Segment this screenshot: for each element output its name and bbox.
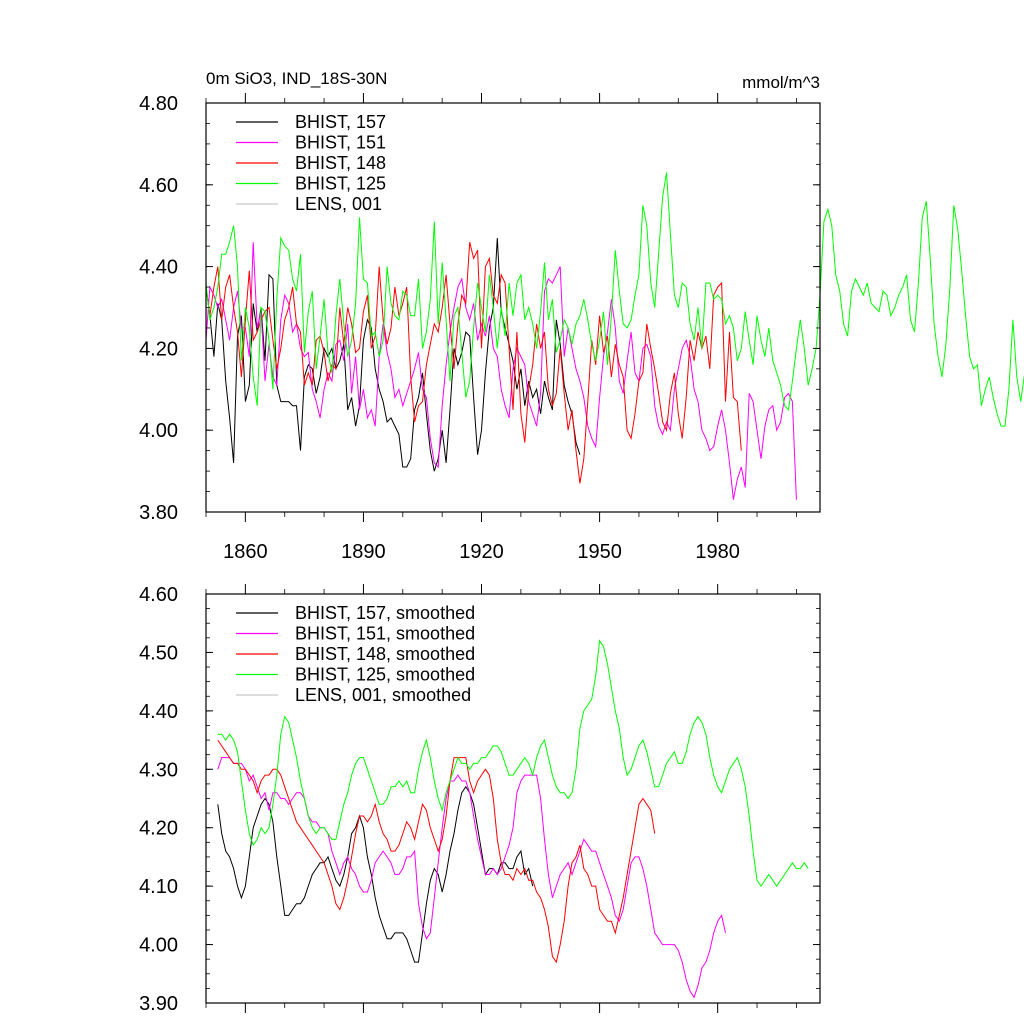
legend-label: BHIST, 157, smoothed [295,603,475,623]
y-tick-label: 4.50 [139,642,178,664]
legend-label: BHIST, 148 [295,153,386,173]
bottom-panel: 3.90 4.00 4.10 4.20 4.30 4.40 4.50 4.60 BHIST, 1… [139,584,821,1015]
legend-label: LENS, 001, smoothed [295,685,471,705]
y-tick-label: 4.20 [139,338,178,360]
series-line [217,785,534,963]
series-line [217,739,656,964]
y-tick-label: 3.80 [139,502,178,524]
y-tick-label: 4.30 [139,759,178,781]
x-tick-label: 1950 [577,541,622,563]
series-line [205,237,581,472]
x-tick-label: 1890 [341,541,386,563]
y-tick-label: 4.20 [139,818,178,840]
x-tick-label: 1980 [695,541,740,563]
y-tick-label: 4.00 [139,935,178,957]
y-tick-label: 4.10 [139,876,178,898]
units-label: mmol/m^3 [742,73,820,92]
y-tick-label: 4.60 [139,584,178,606]
chart-title: 0m SiO3, IND_18S-30N [206,69,387,88]
x-tick-label: 1860 [223,541,268,563]
legend-label: BHIST, 148, smoothed [295,644,475,664]
legend-label: LENS, 001 [295,194,382,214]
y-tick-label: 3.90 [139,993,178,1015]
y-tick-label: 4.40 [139,257,178,279]
legend-label: BHIST, 125, smoothed [295,665,475,685]
legend-label: BHIST, 125 [295,174,386,194]
top-panel: 3.80 4.00 4.20 4.40 4.60 4.80 1860 1890 1920 1950… [139,93,1024,563]
legend-label: BHIST, 151, smoothed [295,624,475,644]
legend-label: BHIST, 157 [295,112,386,132]
series-line [205,241,742,484]
series-line [217,757,726,999]
y-tick-label: 4.00 [139,420,178,442]
series-line [205,172,1024,427]
y-tick-label: 4.80 [139,93,178,115]
series-line [217,639,809,887]
legend-label: BHIST, 151 [295,133,386,153]
x-tick-label: 1920 [459,541,504,563]
y-tick-label: 4.60 [139,175,178,197]
y-tick-label: 4.40 [139,701,178,723]
series-line [205,242,797,500]
